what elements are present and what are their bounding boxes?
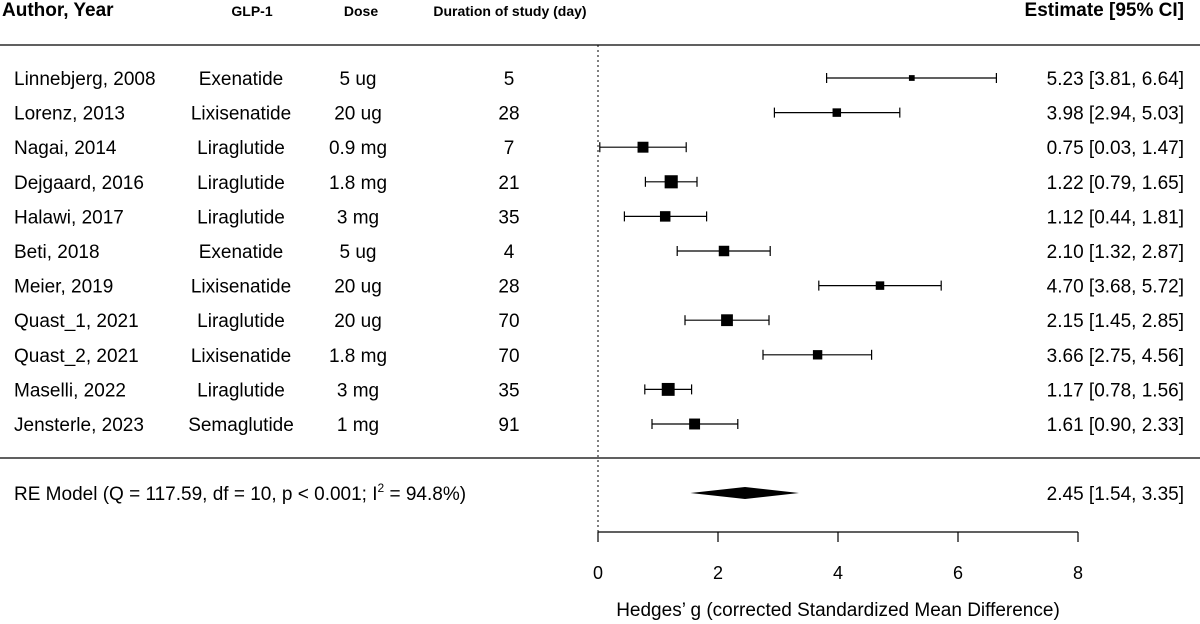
study-dose: 3 mg [337,207,379,228]
study-author: Halawi, 2017 [14,207,124,228]
study-glp1: Liraglutide [197,207,285,228]
study-duration: 21 [498,173,519,194]
study-estimate: 5.23 [3.81, 6.64] [1047,69,1184,90]
point-estimate [637,141,649,153]
study-author: Meier, 2019 [14,277,113,298]
study-estimate: 0.75 [0.03, 1.47] [1047,138,1184,159]
study-author: Jensterle, 2023 [14,415,144,436]
study-row: Jensterle, 2023 Semaglutide 1 mg 91 1.61 [0.… [14,415,1184,436]
point-estimate [689,418,701,430]
study-dose: 20 ug [334,311,382,332]
study-duration: 28 [498,277,519,298]
study-row: Quast_2, 2021 Lixisenatide 1.8 mg 70 3.66 [2… [14,346,1184,367]
study-glp1: Semaglutide [188,415,294,436]
study-author: Dejgaard, 2016 [14,173,144,194]
study-row: Nagai, 2014 Liraglutide 0.9 mg 7 0.75 [0.03,… [14,138,1184,159]
study-row: Lorenz, 2013 Lixisenatide 20 ug 28 3.98 [2.9… [14,104,1184,125]
study-row: Halawi, 2017 Liraglutide 3 mg 35 1.12 [0.44,… [14,207,1184,228]
study-glp1: Liraglutide [197,311,285,332]
header-glp1: GLP-1 [231,3,272,19]
study-duration: 70 [498,311,519,332]
study-estimate: 2.10 [1.32, 2.87] [1047,242,1184,263]
study-duration: 7 [504,138,515,159]
summary-label-main: RE Model (Q = 117.59, df = 10, p < 0.001… [14,484,378,505]
study-duration: 35 [498,207,519,228]
point-estimate [661,382,675,396]
study-glp1: Lixisenatide [191,346,291,367]
study-author: Quast_1, 2021 [14,311,139,332]
study-row: Dejgaard, 2016 Liraglutide 1.8 mg 21 1.22 [0… [14,173,1184,194]
x-tick-label: 8 [1073,563,1083,583]
study-duration: 35 [498,380,519,401]
study-dose: 1 mg [337,415,379,436]
study-author: Maselli, 2022 [14,380,126,401]
study-estimate: 2.15 [1.45, 2.85] [1047,311,1184,332]
header-duration: Duration of study (day) [433,3,586,19]
study-duration: 4 [504,242,515,263]
point-estimate [908,75,915,81]
study-author: Quast_2, 2021 [14,346,139,367]
study-author: Lorenz, 2013 [14,104,125,125]
study-estimate: 1.17 [0.78, 1.56] [1047,380,1184,401]
study-glp1: Liraglutide [197,173,285,194]
point-estimate [659,211,671,222]
header-dose: Dose [344,3,378,19]
point-estimate [664,175,678,189]
header-author: Author, Year [2,0,114,21]
study-estimate: 1.12 [0.44, 1.81] [1047,207,1184,228]
study-glp1: Exenatide [199,69,284,90]
summary-label: RE Model (Q = 117.59, df = 10, p < 0.001… [14,481,466,505]
study-dose: 0.9 mg [329,138,387,159]
study-dose: 3 mg [337,380,379,401]
study-glp1: Liraglutide [197,138,285,159]
study-author: Beti, 2018 [14,242,100,263]
study-dose: 1.8 mg [329,346,387,367]
x-tick-label: 0 [593,563,603,583]
summary-row: RE Model (Q = 117.59, df = 10, p < 0.001… [14,481,1184,505]
study-row: Maselli, 2022 Liraglutide 3 mg 35 1.17 [0.78… [14,380,1184,401]
study-dose: 20 ug [334,104,382,125]
point-estimate [832,108,842,117]
point-estimate [721,314,733,327]
study-glp1: Liraglutide [197,380,285,401]
x-tick-label: 4 [833,563,843,583]
point-estimate [875,281,885,290]
study-row: Quast_1, 2021 Liraglutide 20 ug 70 2.15 [1.4… [14,311,1184,332]
study-dose: 5 ug [340,69,377,90]
x-axis: 0 2 4 6 8 [593,531,1083,583]
study-estimate: 1.22 [0.79, 1.65] [1047,173,1184,194]
summary-estimate: 2.45 [1.54, 3.35] [1047,484,1184,505]
study-dose: 5 ug [340,242,377,263]
point-estimate [718,245,730,257]
study-duration: 5 [504,69,515,90]
summary-label-tail: = 94.8%) [384,484,466,505]
study-author: Nagai, 2014 [14,138,117,159]
study-estimate: 3.98 [2.94, 5.03] [1047,104,1184,125]
study-rows: Linnebjerg, 2008 Exenatide 5 ug 5 5.23 [3.81… [14,69,1184,436]
study-row: Linnebjerg, 2008 Exenatide 5 ug 5 5.23 [3.81… [14,69,1184,90]
summary-label-sup: 2 [378,481,385,495]
study-dose: 1.8 mg [329,173,387,194]
summary-diamond [690,487,799,499]
study-estimate: 4.70 [3.68, 5.72] [1047,277,1184,298]
x-tick-label: 6 [953,563,963,583]
study-estimate: 3.66 [2.75, 4.56] [1047,346,1184,367]
study-duration: 28 [498,104,519,125]
study-row: Beti, 2018 Exenatide 5 ug 4 2.10 [1.32, 2.87… [14,242,1184,263]
study-glp1: Exenatide [199,242,284,263]
study-duration: 70 [498,346,519,367]
study-glp1: Lixisenatide [191,277,291,298]
header-estimate: Estimate [95% CI] [1025,0,1184,21]
study-estimate: 1.61 [0.90, 2.33] [1047,415,1184,436]
x-axis-label: Hedges’ g (corrected Standardized Mean D… [616,600,1060,621]
study-dose: 20 ug [334,277,382,298]
point-estimate [812,350,823,360]
study-duration: 91 [498,415,519,436]
study-glp1: Lixisenatide [191,104,291,125]
x-tick-label: 2 [713,563,723,583]
study-author: Linnebjerg, 2008 [14,69,156,90]
study-row: Meier, 2019 Lixisenatide 20 ug 28 4.70 [3.68… [14,277,1184,298]
